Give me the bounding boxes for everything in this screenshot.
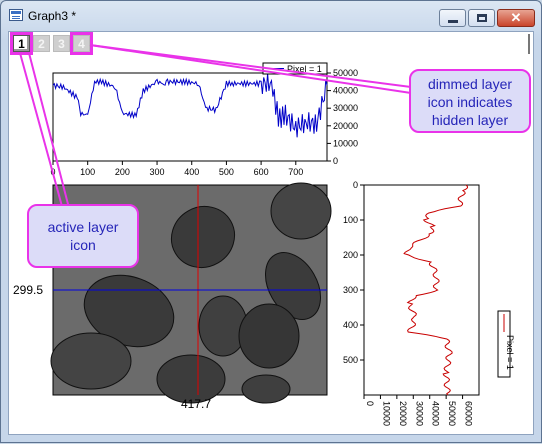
crosshair-x-value: 417.7 bbox=[181, 397, 212, 411]
y-tick-label: 300 bbox=[343, 285, 358, 295]
close-button[interactable]: ✕ bbox=[497, 9, 535, 27]
callout-line: icon bbox=[70, 237, 96, 253]
maximize-icon bbox=[477, 14, 487, 22]
maximize-button[interactable] bbox=[468, 9, 495, 27]
x-tick-label: 40000 bbox=[431, 401, 441, 426]
y-tick-label: 30000 bbox=[333, 103, 358, 113]
x-tick-label: 30000 bbox=[414, 401, 424, 426]
x-tick-label: 0 bbox=[365, 401, 375, 406]
minimize-icon bbox=[448, 20, 458, 23]
y-tick-label: 0 bbox=[333, 156, 338, 166]
y-tick-label: 10000 bbox=[333, 138, 358, 148]
callout-line: icon indicates bbox=[427, 94, 513, 110]
x-tick-label: 50000 bbox=[447, 401, 457, 426]
y-tick-label: 20000 bbox=[333, 121, 358, 131]
hidden-layer-callout: dimmed layer icon indicates hidden layer bbox=[409, 69, 531, 133]
y-tick-label: 400 bbox=[343, 320, 358, 330]
y-tick-label: 40000 bbox=[333, 86, 358, 96]
callout-line: dimmed layer bbox=[427, 76, 513, 92]
title-bar[interactable]: Graph3 * ✕ bbox=[1, 1, 541, 31]
graph-window-icon[interactable] bbox=[9, 9, 23, 21]
x-tick-label: 20000 bbox=[398, 401, 408, 426]
top-legend-label: Pixel = 1 bbox=[287, 64, 322, 74]
x-tick-label: 300 bbox=[150, 167, 165, 177]
top-legend[interactable]: Pixel = 1 bbox=[262, 62, 328, 75]
x-tick-label: 600 bbox=[254, 167, 269, 177]
callout-line: active layer bbox=[47, 219, 119, 235]
x-tick-label: 500 bbox=[219, 167, 234, 177]
y-tick-label: 50000 bbox=[333, 68, 358, 78]
minimize-button[interactable] bbox=[439, 9, 466, 27]
vertical-profile-series bbox=[403, 184, 469, 396]
x-tick-label: 10000 bbox=[381, 401, 391, 426]
hidden-layer-highlight bbox=[70, 32, 93, 55]
y-tick-label: 500 bbox=[343, 355, 358, 365]
right-legend-label: Pixel = 1 bbox=[505, 335, 515, 370]
x-tick-label: 0 bbox=[50, 167, 55, 177]
y-tick-label: 0 bbox=[353, 180, 358, 190]
window-title: Graph3 * bbox=[28, 9, 77, 23]
active-layer-callout: active layer icon bbox=[27, 204, 139, 268]
layer-4-icon[interactable]: 4 bbox=[73, 35, 90, 52]
x-tick-label: 400 bbox=[184, 167, 199, 177]
right-legend[interactable]: Pixel = 1 bbox=[497, 310, 515, 378]
horizontal-profile-plot[interactable]: 0 100 200 300 400 500 600 700 0 10000 20000 30000 4… bbox=[50, 62, 358, 177]
y-tick-label: 200 bbox=[343, 250, 358, 260]
x-tick-label: 100 bbox=[80, 167, 95, 177]
x-tick-label: 700 bbox=[288, 167, 303, 177]
x-tick-label: 60000 bbox=[464, 401, 474, 426]
callout-line: hidden layer bbox=[431, 112, 509, 128]
close-icon: ✕ bbox=[510, 10, 522, 25]
y-tick-label: 100 bbox=[343, 215, 358, 225]
layer-2-icon[interactable]: 2 bbox=[33, 35, 50, 52]
crosshair-y-value: 299.5 bbox=[13, 283, 44, 297]
page-edge-marker bbox=[528, 34, 530, 54]
x-tick-label: 200 bbox=[115, 167, 130, 177]
layer-3-icon[interactable]: 3 bbox=[53, 35, 70, 52]
layer-1-icon[interactable]: 1 bbox=[13, 35, 30, 52]
vertical-profile-plot[interactable]: 0 10000 20000 30000 40000 50000 60000 0 100 200 3… bbox=[343, 180, 515, 426]
